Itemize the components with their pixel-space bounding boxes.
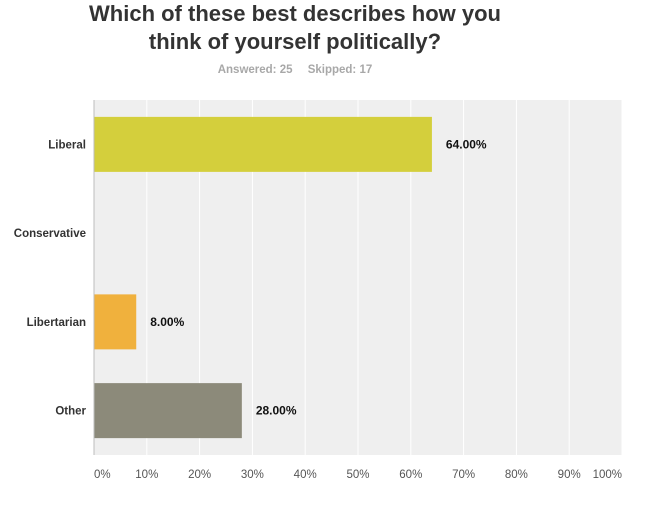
answered-count: Answered: 25 [217, 64, 293, 76]
chart-title: Which of these best describes how you th… [0, 0, 590, 56]
x-tick-label-4: 40% [294, 469, 317, 481]
category-label-liberal: Liberal [48, 139, 86, 151]
bar-libertarian [94, 294, 137, 350]
x-tick-label-3: 30% [241, 469, 264, 481]
x-tick-label-1: 10% [135, 469, 158, 481]
x-tick-label-7: 70% [452, 469, 475, 481]
x-tick-label-0: 0% [94, 469, 111, 481]
category-label-libertarian: Libertarian [27, 317, 86, 329]
x-tick-label-10: 100% [593, 469, 622, 481]
x-tick-label-5: 50% [346, 469, 369, 481]
category-label-conservative: Conservative [14, 228, 86, 240]
category-label-other: Other [55, 406, 86, 418]
value-label-libertarian: 8.00% [150, 315, 184, 329]
chart-title-line-2: think of yourself politically? [148, 29, 442, 54]
x-tick-label-6: 60% [399, 469, 422, 481]
value-label-other: 28.00% [256, 404, 297, 418]
x-tick-label-9: 90% [558, 469, 581, 481]
x-tick-label-8: 80% [505, 469, 528, 481]
skipped-count: Skipped: 17 [307, 64, 373, 76]
x-tick-label-2: 20% [188, 469, 211, 481]
bar-other [94, 383, 242, 439]
chart-title-line-1: Which of these best describes how you [89, 1, 501, 26]
value-label-liberal: 64.00% [446, 137, 487, 151]
bar-liberal [94, 116, 432, 172]
response-stats: Answered: 25 Skipped: 17 [0, 64, 590, 76]
